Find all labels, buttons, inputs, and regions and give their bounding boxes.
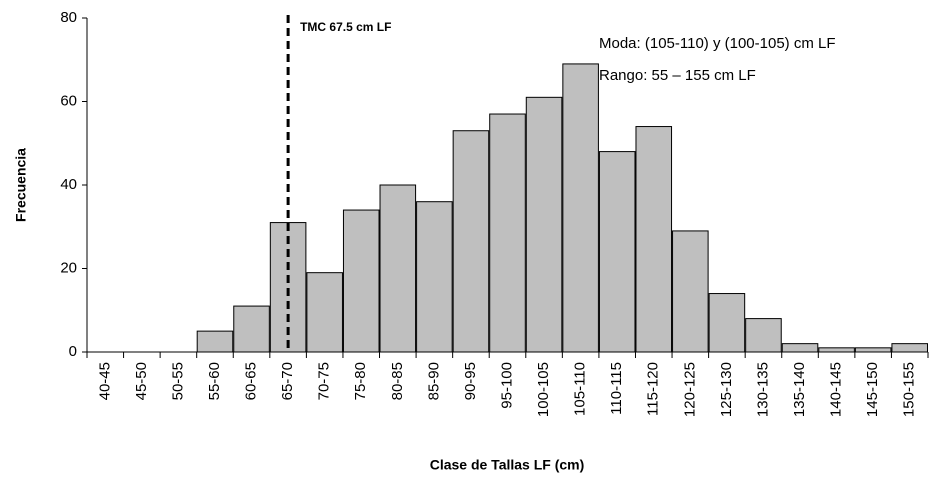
x-tick-label: 65-70 <box>279 362 296 400</box>
x-tick-label: 75-80 <box>352 362 369 400</box>
bar <box>781 343 819 353</box>
bar <box>489 113 526 353</box>
y-axis-title: Frecuencia <box>13 148 29 222</box>
x-tick-label: 125-130 <box>718 362 735 417</box>
x-tick-label: 40-45 <box>96 362 113 400</box>
bar <box>233 305 270 353</box>
bar <box>342 209 380 353</box>
bar <box>379 184 417 353</box>
y-tick-label: 60 <box>60 92 77 109</box>
x-tick-label: 55-60 <box>206 362 223 400</box>
x-tick-label: 95-100 <box>498 362 515 409</box>
bar <box>416 201 453 353</box>
x-tick-label: 105-110 <box>572 362 589 416</box>
bar <box>525 96 563 353</box>
annotation: Rango: 55 – 155 cm LF <box>599 67 756 84</box>
y-tick-label: 0 <box>69 343 77 360</box>
bar <box>672 230 709 353</box>
x-tick-label: 140-145 <box>828 362 845 417</box>
x-tick-label: 60-65 <box>243 362 260 400</box>
x-tick-label: 85-90 <box>425 362 442 400</box>
x-tick-label: 120-125 <box>681 362 698 417</box>
bar <box>745 318 782 353</box>
reference-label: TMC 67.5 cm LF <box>300 20 391 34</box>
x-tick-label: 135-140 <box>791 362 808 417</box>
y-tick-label: 20 <box>60 259 77 276</box>
x-tick-label: 80-85 <box>389 362 406 400</box>
x-tick-label: 45-50 <box>133 362 150 400</box>
x-tick-label: 110-115 <box>608 362 625 415</box>
bar <box>708 293 746 353</box>
bar <box>452 130 490 353</box>
annotation: Moda: (105-110) y (100-105) cm LF <box>599 35 836 52</box>
x-tick-label: 50-55 <box>169 362 186 400</box>
x-tick-label: 115-120 <box>645 362 662 416</box>
x-axis-title: Clase de Tallas LF (cm) <box>430 457 585 473</box>
x-tick-label: 150-155 <box>901 362 918 417</box>
x-tick-label: 145-150 <box>864 362 881 417</box>
bar <box>598 151 636 353</box>
y-tick-label: 80 <box>60 9 77 26</box>
x-tick-label: 100-105 <box>535 362 552 417</box>
y-tick-label: 40 <box>60 176 77 193</box>
bar <box>562 63 599 353</box>
x-tick-label: 130-135 <box>754 362 771 417</box>
bar <box>854 347 892 353</box>
bar <box>196 330 234 353</box>
x-tick-label: 70-75 <box>316 362 333 400</box>
bar <box>818 347 855 353</box>
x-tick-label: 90-95 <box>462 362 479 400</box>
bar <box>891 343 928 353</box>
bar <box>306 272 343 353</box>
bar <box>635 126 673 353</box>
